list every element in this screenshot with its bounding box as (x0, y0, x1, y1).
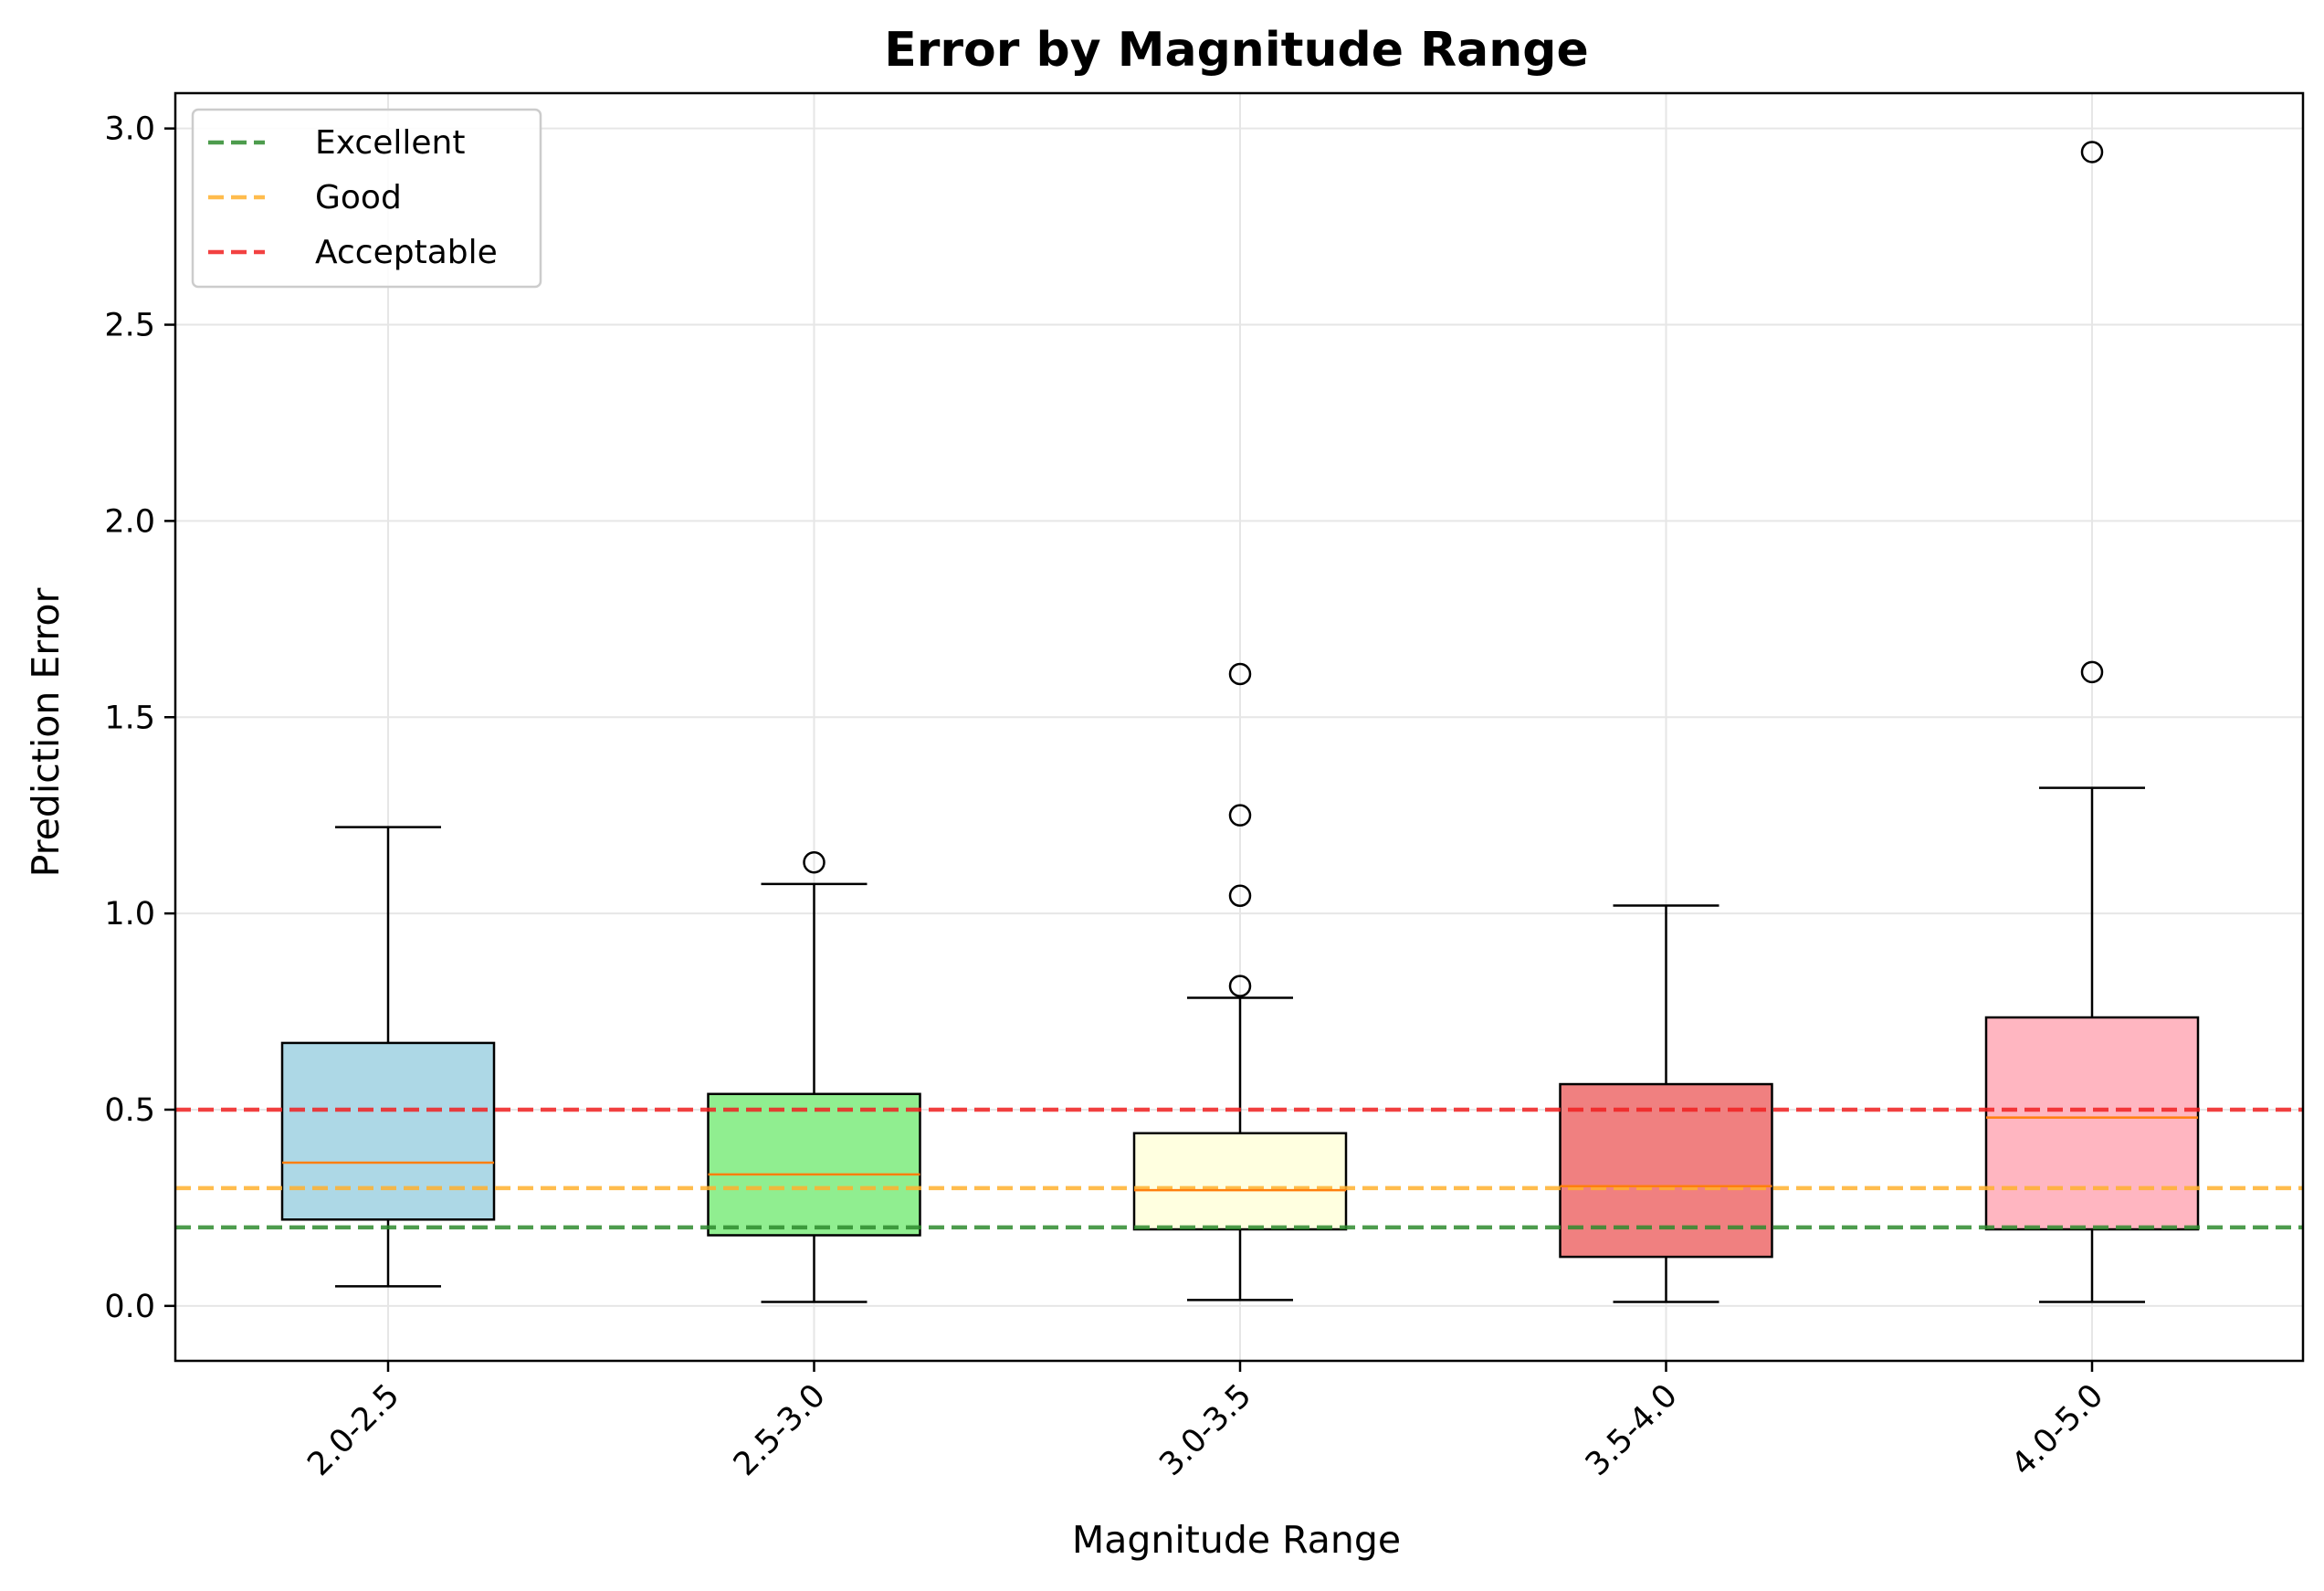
x-axis-ticks: 2.0-2.5 2.5-3.0 3.0-3.5 3.5-4.0 4.0-5.0 (300, 1361, 2110, 1483)
x-tick-label: 3.5-4.0 (1579, 1377, 1685, 1483)
y-tick-label: 3.0 (104, 111, 155, 148)
y-axis-ticks: 0.0 0.5 1.0 1.5 2.0 2.5 3.0 (104, 111, 175, 1325)
box-iqr (280, 1041, 496, 1221)
boxes-layer (175, 141, 2303, 1303)
box-iqr (707, 1092, 921, 1237)
legend-label-excellent: Excellent (315, 124, 465, 162)
outlier-point (1228, 975, 1252, 997)
y-tick-label: 0.5 (104, 1092, 155, 1129)
outlier-point (1228, 662, 1252, 686)
x-tick-label: 2.5-3.0 (727, 1377, 833, 1483)
outlier-point (2080, 660, 2104, 684)
outlier-point (2080, 141, 2104, 163)
box-iqr (1984, 1016, 2200, 1231)
y-tick-label: 0.0 (104, 1289, 155, 1325)
x-tick-label: 3.0-3.5 (1152, 1377, 1258, 1483)
x-tick-label: 4.0-5.0 (2004, 1377, 2110, 1483)
chart-title: Error by Magnitude Range (884, 23, 1589, 78)
box-group-2.0-2.5 (280, 826, 496, 1288)
y-tick-label: 1.5 (104, 700, 155, 736)
legend-label-good: Good (315, 179, 402, 216)
y-tick-label: 2.5 (104, 308, 155, 344)
y-tick-label: 1.0 (104, 896, 155, 932)
x-axis-label: Magnitude Range (1072, 1518, 1401, 1562)
x-tick-label: 2.0-2.5 (300, 1377, 406, 1483)
box-group-3.0-3.5 (1132, 662, 1348, 1301)
y-axis-label: Prediction Error (24, 588, 68, 878)
y-tick-label: 2.0 (104, 503, 155, 540)
box-group-4.0-5.0 (1984, 141, 2200, 1303)
outlier-point (803, 851, 825, 874)
legend-label-acceptable: Acceptable (315, 234, 498, 271)
legend-box (191, 108, 542, 289)
legend: Excellent Good Acceptable (191, 108, 542, 289)
outlier-point (1228, 804, 1252, 827)
outlier-point (1228, 884, 1252, 908)
box-group-3.5-4.0 (1559, 904, 1773, 1303)
box-iqr (1132, 1132, 1348, 1231)
box-group-2.5-3.0 (707, 851, 921, 1303)
